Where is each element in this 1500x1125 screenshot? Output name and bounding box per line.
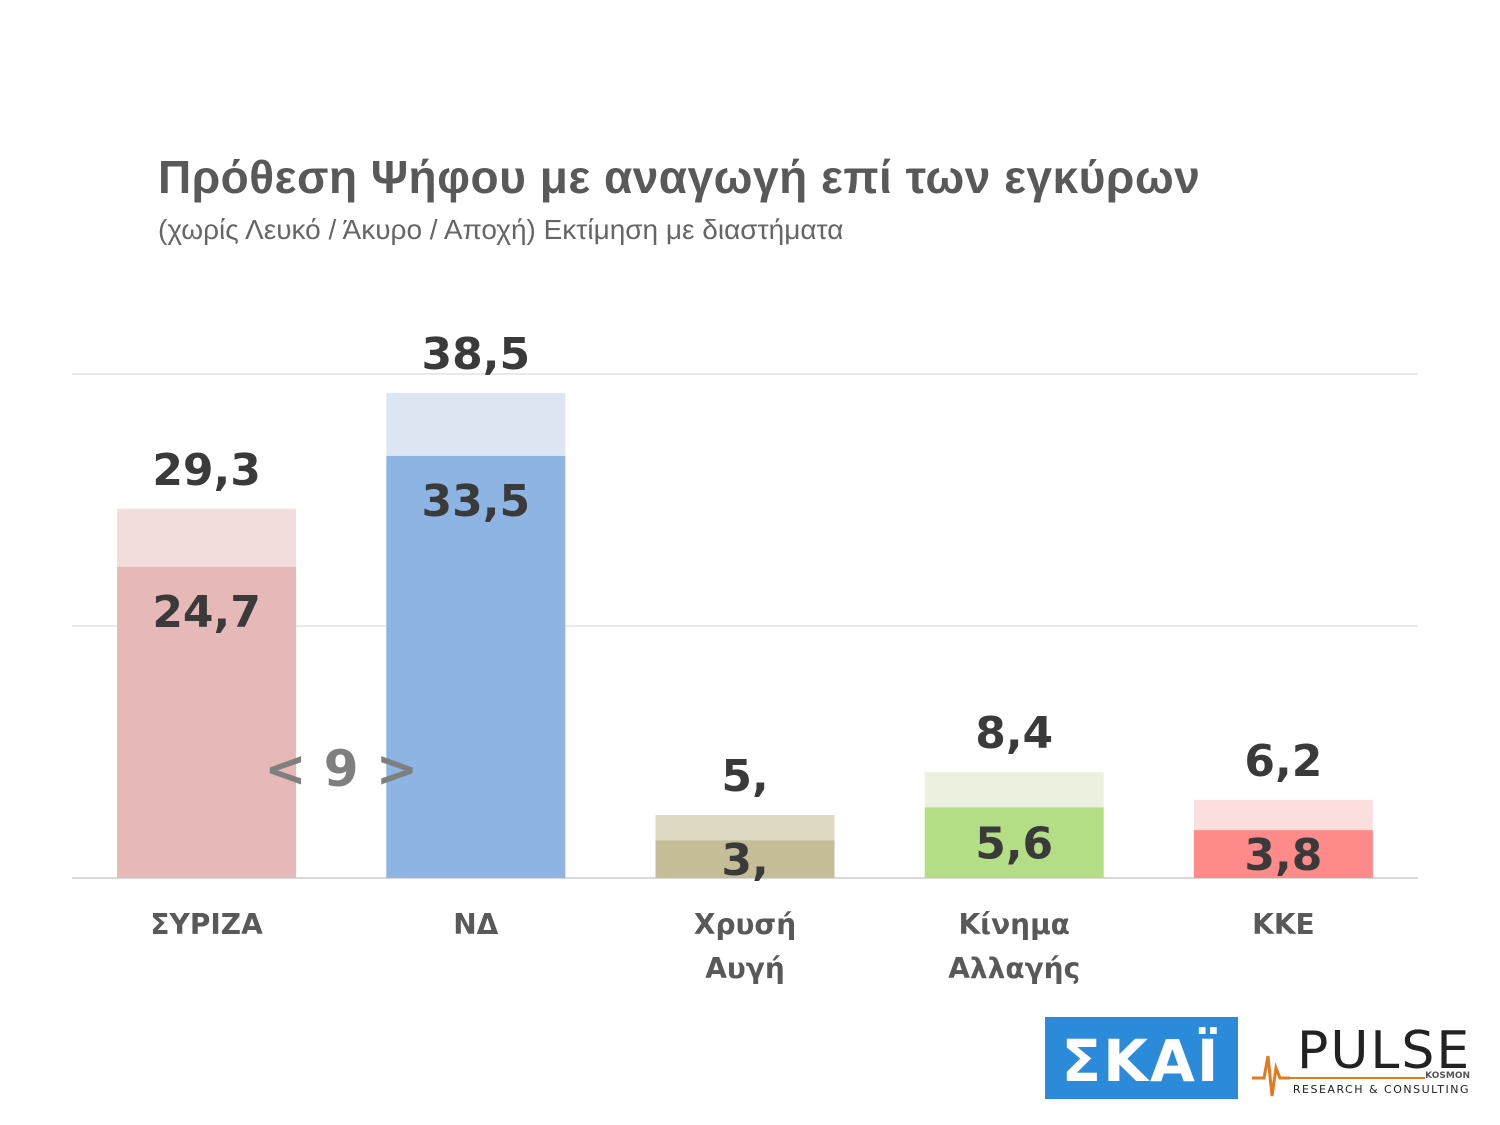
bar-upper xyxy=(386,392,566,456)
bar-upper xyxy=(117,508,297,567)
skai-logo-background xyxy=(1045,1017,1238,1099)
bar-upper xyxy=(924,772,1104,808)
data-label-upper: 6,2 xyxy=(1244,736,1322,787)
data-label-lower: 33,5 xyxy=(422,476,531,527)
category-label: Αλλαγής xyxy=(948,952,1080,985)
category-label: ΚΚΕ xyxy=(1252,908,1315,941)
chart-subtitle: (χωρίς Λευκό / Άκυρο / Αποχή) Εκτίμηση μ… xyxy=(158,214,844,245)
bar-lower xyxy=(1193,830,1373,878)
category-label: ΝΔ xyxy=(453,908,498,941)
data-label-upper: 29,3 xyxy=(152,445,261,496)
bar-upper xyxy=(655,815,835,841)
skai-logo-text: ΣΚΑΪ xyxy=(1061,1026,1220,1095)
bar-lower xyxy=(924,807,1104,878)
bar-lower xyxy=(655,840,835,878)
gap-annotation: < 9 > xyxy=(264,740,417,798)
category-label: Κίνημα xyxy=(958,908,1069,941)
category-label: Χρυσή xyxy=(694,908,796,941)
bar-lower xyxy=(117,566,297,878)
data-label-upper: 38,5 xyxy=(422,329,531,380)
skai-logo: ΣΚΑΪ xyxy=(1045,1017,1238,1099)
data-label-upper: 8,4 xyxy=(975,708,1053,759)
data-label-lower: 3,8 xyxy=(1244,830,1322,881)
bar-upper xyxy=(1193,799,1373,831)
pulse-logo-tagline: RESEARCH & CONSULTING xyxy=(1293,1083,1470,1096)
category-label: ΣΥΡΙΖΑ xyxy=(150,908,263,941)
bar-lower xyxy=(386,455,566,878)
data-label-lower: 5,6 xyxy=(975,819,1053,870)
category-label: Αυγή xyxy=(705,952,785,985)
data-label-lower: 24,7 xyxy=(152,587,261,638)
pulse-logo-small-text: KOSMON xyxy=(1425,1071,1470,1081)
pulse-wave-icon xyxy=(1252,1055,1290,1097)
data-label-upper: 5, xyxy=(721,751,768,802)
chart-title: Πρόθεση Ψήφου με αναγωγή επί των εγκύρων xyxy=(158,151,1201,203)
pulse-logo-text: PULSE xyxy=(1297,1021,1471,1081)
pulse-logo: PULSE KOSMON RESEARCH & CONSULTING xyxy=(1252,1021,1471,1097)
data-label-lower: 3, xyxy=(721,835,768,886)
